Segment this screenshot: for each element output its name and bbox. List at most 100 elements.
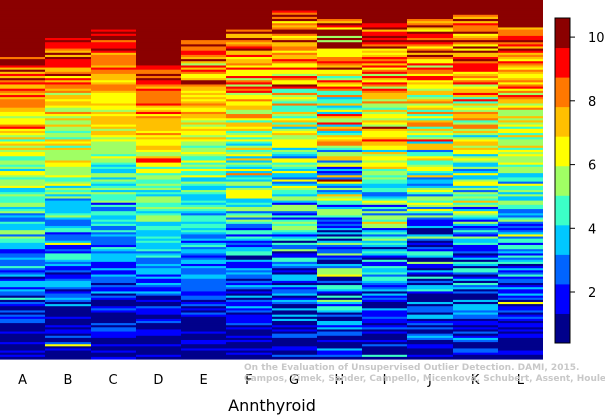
heatmap-cell — [317, 73, 362, 77]
heatmap-cell — [181, 80, 226, 83]
heatmap-cell — [498, 168, 543, 172]
heatmap-cell — [91, 314, 136, 318]
heatmap-cell — [272, 230, 317, 233]
heatmap-cell — [181, 202, 226, 206]
heatmap-cell — [362, 133, 407, 136]
heatmap-cell — [362, 200, 407, 204]
heatmap-cell — [226, 259, 272, 263]
heatmap-cell — [498, 71, 543, 75]
heatmap-cell — [45, 230, 91, 233]
heatmap-cell — [91, 228, 136, 231]
heatmap-cell — [136, 272, 181, 276]
heatmap-cell — [45, 253, 91, 257]
heatmap-cell — [362, 4, 407, 7]
heatmap-cell — [272, 339, 317, 343]
heatmap-cell — [91, 139, 136, 143]
heatmap-cell — [498, 84, 543, 88]
heatmap-cell — [0, 52, 45, 56]
heatmap-cell — [136, 238, 181, 242]
heatmap-cell — [362, 88, 407, 92]
heatmap-cell — [498, 44, 543, 48]
heatmap-cell — [0, 238, 45, 242]
heatmap-cell — [407, 105, 453, 109]
heatmap-cell — [226, 342, 272, 345]
heatmap-cell — [0, 46, 45, 50]
heatmap-cell — [453, 177, 498, 181]
heatmap-cell — [453, 0, 498, 3]
heatmap-cell — [272, 323, 317, 326]
heatmap-cell — [407, 54, 453, 58]
heatmap-cell — [407, 259, 453, 263]
heatmap-cell — [45, 356, 91, 360]
heatmap-cell — [272, 48, 317, 52]
heatmap-cell — [407, 257, 453, 261]
heatmap-cell — [453, 280, 498, 284]
heatmap-cell — [0, 217, 45, 221]
heatmap-cell — [362, 124, 407, 128]
heatmap-cell — [272, 21, 317, 24]
heatmap-cell — [453, 31, 498, 35]
heatmap-cell — [91, 38, 136, 41]
heatmap-cell — [226, 185, 272, 189]
heatmap-cell — [0, 130, 45, 134]
heatmap-cell — [498, 105, 543, 109]
heatmap-cell — [0, 289, 45, 293]
heatmap-cell — [362, 90, 407, 94]
x-tick-label: D — [153, 373, 163, 388]
heatmap-cell — [181, 228, 226, 231]
heatmap-cell — [498, 38, 543, 41]
heatmap-cell — [498, 99, 543, 102]
heatmap-cell — [136, 65, 181, 69]
heatmap-cell — [317, 333, 362, 337]
heatmap-cell — [317, 181, 362, 185]
heatmap-cell — [272, 95, 317, 98]
heatmap-cell — [362, 348, 407, 352]
heatmap-cell — [453, 29, 498, 33]
heatmap-cell — [136, 152, 181, 155]
heatmap-cell — [317, 139, 362, 143]
heatmap-cell — [453, 109, 498, 113]
heatmap-cell — [45, 259, 91, 263]
heatmap-cell — [226, 293, 272, 297]
heatmap-cell — [453, 168, 498, 172]
heatmap-cell — [45, 147, 91, 151]
x-tick-label: E — [199, 373, 207, 388]
heatmap-cell — [498, 213, 543, 216]
heatmap-cell — [136, 105, 181, 109]
heatmap-cell — [226, 251, 272, 255]
heatmap-cell — [136, 234, 181, 238]
heatmap-cell — [91, 145, 136, 149]
heatmap-cell — [45, 116, 91, 119]
heatmap-cell — [0, 285, 45, 288]
heatmap-cell — [272, 312, 317, 316]
heatmap-cell — [272, 107, 317, 111]
heatmap-cell — [45, 107, 91, 111]
heatmap-cell — [317, 240, 362, 244]
heatmap-cell — [181, 342, 226, 345]
heatmap-cell — [91, 209, 136, 212]
heatmap-cell — [407, 320, 453, 324]
heatmap-cell — [407, 335, 453, 339]
heatmap-cell — [136, 261, 181, 265]
heatmap-cell — [498, 282, 543, 286]
heatmap-cell — [272, 61, 317, 64]
heatmap-cell — [453, 80, 498, 83]
heatmap-cell — [226, 0, 272, 3]
heatmap-cell — [136, 69, 181, 73]
heatmap-cell — [407, 177, 453, 181]
heatmap-cell — [498, 103, 543, 107]
heatmap-cell — [136, 192, 181, 195]
heatmap-cell — [0, 263, 45, 267]
heatmap-cell — [498, 59, 543, 62]
heatmap-cell — [453, 2, 498, 5]
heatmap-cell — [136, 291, 181, 295]
heatmap-cell — [226, 154, 272, 157]
heatmap-cell — [226, 209, 272, 212]
heatmap-cell — [45, 272, 91, 276]
heatmap-cell — [226, 323, 272, 326]
heatmap-cell — [498, 354, 543, 358]
colorbar-segment — [555, 18, 570, 49]
heatmap-cell — [91, 249, 136, 252]
heatmap-cell — [272, 204, 317, 208]
heatmap-cell — [181, 221, 226, 225]
